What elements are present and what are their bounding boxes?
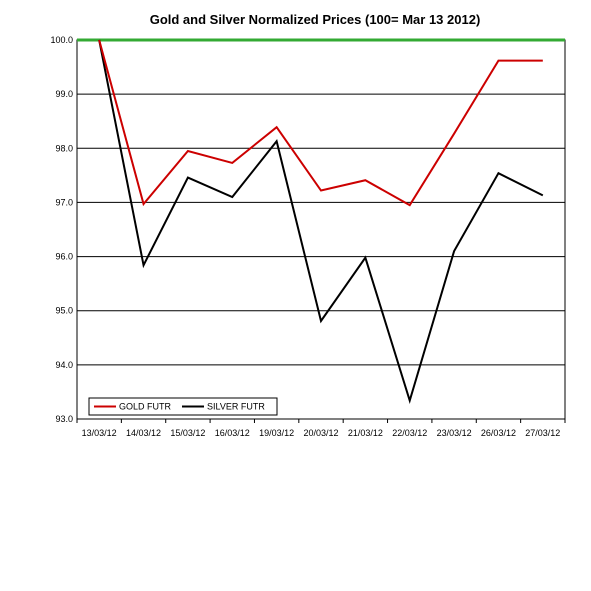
legend-label: GOLD FUTR xyxy=(119,402,172,412)
x-tick-label: 21/03/12 xyxy=(348,428,383,438)
y-tick-label: 95.0 xyxy=(55,306,73,316)
grid-lines xyxy=(77,39,565,420)
x-tick-label: 26/03/12 xyxy=(481,428,516,438)
y-tick-label: 96.0 xyxy=(55,252,73,262)
y-tick-label: 100.0 xyxy=(50,35,73,45)
chart-title: Gold and Silver Normalized Prices (100= … xyxy=(150,12,481,27)
plot-area xyxy=(76,39,566,420)
legend: GOLD FUTR SILVER FUTR xyxy=(88,397,278,416)
y-tick-label: 98.0 xyxy=(55,143,73,153)
x-tick-label: 23/03/12 xyxy=(437,428,472,438)
y-tick-label: 99.0 xyxy=(55,89,73,99)
x-tick-label: 22/03/12 xyxy=(392,428,427,438)
x-tick-label: 27/03/12 xyxy=(525,428,560,438)
series-line-gold xyxy=(98,39,543,207)
x-tick-label: 19/03/12 xyxy=(259,428,294,438)
series-line-silver xyxy=(98,39,544,405)
x-axis-tick-labels: 13/03/12 14/03/12 15/03/12 16/03/12 19/03/12… xyxy=(76,419,566,438)
x-tick-label: 20/03/12 xyxy=(303,428,338,438)
y-tick-label: 93.0 xyxy=(55,414,73,424)
x-tick-label: 15/03/12 xyxy=(170,428,205,438)
legend-label: SILVER FUTR xyxy=(207,402,265,412)
x-tick-label: 13/03/12 xyxy=(82,428,117,438)
y-tick-label: 94.0 xyxy=(55,360,73,370)
y-axis-tick-labels: 93.0 94.0 95.0 96.0 97.0 98.0 99.0 100.0 xyxy=(50,35,73,424)
x-tick-label: 16/03/12 xyxy=(215,428,250,438)
series-lines xyxy=(77,38,565,405)
y-tick-label: 97.0 xyxy=(55,197,73,207)
x-tick-label: 14/03/12 xyxy=(126,428,161,438)
